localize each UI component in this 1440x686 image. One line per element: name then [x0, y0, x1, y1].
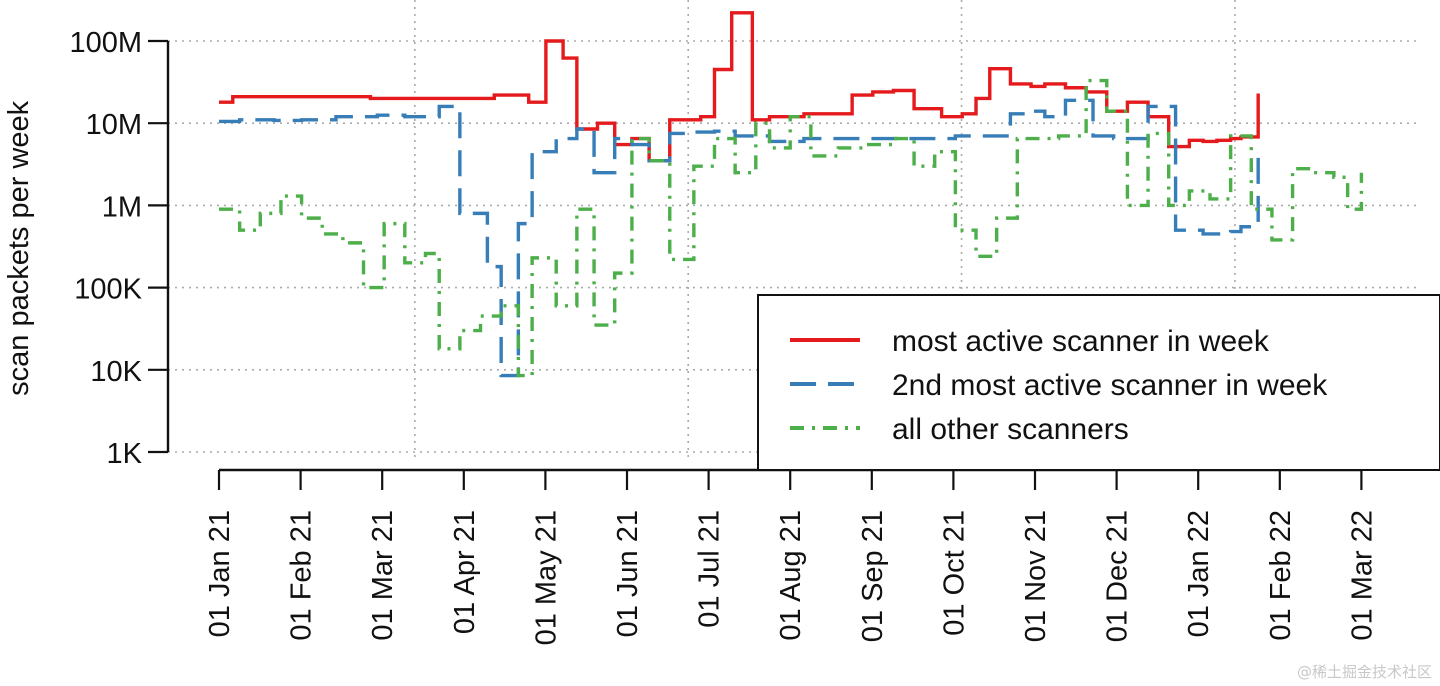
y-tick-label: 100K [74, 274, 142, 306]
x-tick-label: 01 Aug 21 [775, 510, 807, 641]
x-tick-label: 01 Oct 21 [938, 510, 970, 636]
x-tick-label: 01 May 21 [530, 510, 562, 645]
legend: most active scanner in week 2nd most acti… [757, 294, 1440, 471]
x-tick-label: 01 Nov 21 [1020, 510, 1052, 642]
series-line-solid [219, 11, 1260, 163]
watermark-text: @稀土掘金技术社区 [1296, 663, 1432, 681]
series-line-long-dash [219, 98, 1260, 378]
y-tick-label: 100M [69, 27, 142, 59]
axes: 1K 10K 100K 1M 10M 100M 01 Jan 21 01 Feb 21 01 M… [69, 27, 1378, 645]
x-tick-label: 01 Apr 21 [449, 510, 481, 634]
y-axis-label: scan packets per week [3, 100, 35, 395]
series-line-dash-dot [219, 78, 1364, 378]
y-tick-label: 1K [107, 438, 143, 470]
x-tick-label: 01 Feb 22 [1265, 510, 1297, 641]
y-tick-label: 1M [102, 191, 142, 223]
series-lines [219, 11, 1364, 378]
x-tick-label: 01 Jan 21 [204, 510, 236, 637]
legend-box [757, 294, 1440, 471]
x-tick-label: 01 Mar 21 [367, 510, 399, 641]
x-tick-label: 01 Jan 22 [1183, 510, 1215, 637]
x-tick-label: 01 Mar 22 [1346, 510, 1378, 641]
x-tick-label: 01 Jul 21 [694, 510, 726, 628]
x-tick-label: 01 Sep 21 [857, 510, 889, 642]
y-tick-label: 10K [90, 356, 142, 388]
x-tick-label: 01 Jun 21 [612, 510, 644, 637]
legend-label: all other scanners [892, 413, 1129, 446]
x-tick-label: 01 Dec 21 [1102, 510, 1134, 642]
legend-label: 2nd most active scanner in week [892, 369, 1328, 402]
legend-label: most active scanner in week [892, 325, 1270, 358]
x-tick-label: 01 Feb 21 [286, 510, 318, 641]
y-tick-label: 10M [86, 109, 142, 141]
